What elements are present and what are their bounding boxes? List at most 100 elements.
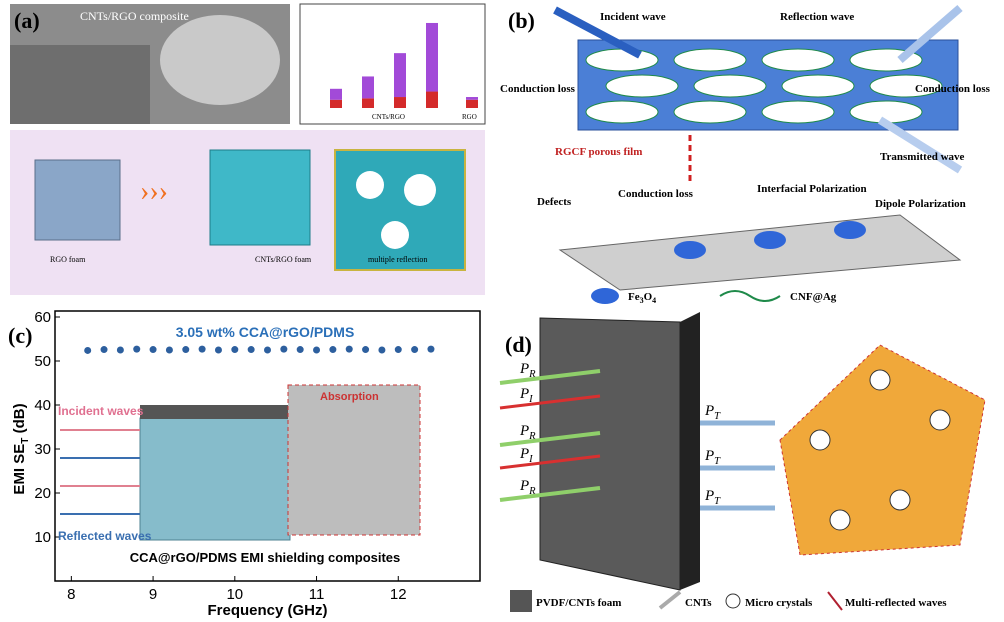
bar xyxy=(466,99,478,108)
legend-swatch xyxy=(658,590,682,610)
point xyxy=(394,346,402,354)
legend-label: Multi-reflected waves xyxy=(845,597,947,609)
fe3o4 xyxy=(754,231,786,249)
group-label: RGO xyxy=(462,113,477,121)
point xyxy=(231,346,239,354)
point xyxy=(313,346,321,354)
foam-edge xyxy=(680,312,700,590)
wave-arrow xyxy=(499,394,601,410)
rgo-foam xyxy=(34,159,121,241)
legend-swatch xyxy=(719,290,781,302)
point xyxy=(133,345,141,353)
inset-chart: CNTs/RGO RGO xyxy=(330,22,478,121)
bar xyxy=(394,97,406,108)
x-tick-label: 12 xyxy=(390,586,407,603)
point xyxy=(427,345,435,353)
label-main: P xyxy=(519,478,529,494)
legend-label: Micro crystals xyxy=(745,597,813,609)
panel-label: (c) xyxy=(8,323,32,348)
label: Conduction loss xyxy=(915,83,991,95)
legend-label: Fe3O4 xyxy=(628,291,656,305)
pore xyxy=(761,48,835,72)
label-main: P xyxy=(519,386,529,402)
transmitted-arrow xyxy=(877,116,963,174)
label-sub: R xyxy=(528,486,536,497)
legend-label: PVDF/CNTs foam xyxy=(536,597,621,609)
label-main: P xyxy=(704,403,714,419)
label: PR xyxy=(519,361,536,380)
panel-label: (d) xyxy=(505,332,532,357)
pore xyxy=(761,100,835,124)
wave-arrow xyxy=(499,431,601,447)
x-tick-label: 11 xyxy=(309,586,325,603)
point xyxy=(411,346,419,354)
label: Defects xyxy=(537,196,572,208)
label-sub: I xyxy=(528,394,533,405)
point xyxy=(182,346,190,354)
label: Incident waves xyxy=(58,404,144,418)
pore xyxy=(381,221,409,249)
point xyxy=(165,346,173,354)
micro-crystal xyxy=(889,489,911,511)
label: Incident wave xyxy=(600,11,666,23)
label-sub: T xyxy=(714,456,721,467)
zoom-pentagon xyxy=(779,344,986,556)
reflection-arrow xyxy=(897,4,963,64)
label: Conduction loss xyxy=(618,188,694,200)
point xyxy=(280,345,288,353)
y-tick-label: 50 xyxy=(34,353,51,370)
label: Absorption xyxy=(320,391,379,403)
pore xyxy=(781,74,855,98)
micro-crystal xyxy=(929,409,951,431)
legend-label: CNTs xyxy=(685,597,712,609)
label-main: P xyxy=(519,446,529,462)
legend-swatch xyxy=(510,590,532,612)
label-sub: T xyxy=(20,438,31,444)
label-sub: T xyxy=(714,496,721,507)
y-tick-label: 40 xyxy=(34,397,51,414)
label-main: EMI SE xyxy=(11,444,28,495)
zoom-view xyxy=(334,149,466,271)
bar xyxy=(330,88,342,100)
point xyxy=(149,346,157,354)
legend-swatch xyxy=(827,591,843,611)
y-tick-label: 30 xyxy=(34,441,51,458)
x-tick-label: 10 xyxy=(226,586,243,603)
cube-top xyxy=(140,405,290,419)
bar xyxy=(330,99,342,108)
series-label: 3.05 wt% CCA@rGO/PDMS xyxy=(176,324,355,340)
x-tick-label: 9 xyxy=(149,586,157,603)
pore xyxy=(585,100,659,124)
legend-swatch xyxy=(725,593,741,609)
fe3o4 xyxy=(834,221,866,239)
point xyxy=(247,346,255,354)
cube xyxy=(139,417,291,541)
wave-arrow xyxy=(499,486,601,502)
cnt-foam xyxy=(209,149,311,246)
label: PT xyxy=(704,403,721,422)
label: Interfacial Polarization xyxy=(757,183,867,195)
label: PI xyxy=(519,386,533,405)
x-tick-label: 8 xyxy=(67,586,75,603)
caption: RGO foam xyxy=(50,255,86,264)
sem-caption: CNTs/RGO composite xyxy=(80,9,189,23)
zoom-box xyxy=(287,384,421,536)
pore xyxy=(673,100,747,124)
label-sub: R xyxy=(528,369,536,380)
label-main: P xyxy=(519,361,529,377)
legend: PVDF/CNTs foam CNTs Micro crystals Multi-re… xyxy=(510,590,947,612)
label-main: P xyxy=(519,423,529,439)
point xyxy=(116,346,124,354)
arrow: ››› xyxy=(140,176,168,207)
point xyxy=(362,346,370,354)
x-axis-label: Frequency (GHz) xyxy=(207,602,327,619)
y-tick-label: 20 xyxy=(34,485,51,502)
pore xyxy=(869,74,943,98)
micro-crystal xyxy=(829,509,851,531)
pore xyxy=(585,48,659,72)
label: Reflected waves xyxy=(58,529,152,543)
label: PT xyxy=(704,488,721,507)
legend-label: CNF@Ag xyxy=(790,291,837,303)
sem-inset xyxy=(10,45,150,124)
